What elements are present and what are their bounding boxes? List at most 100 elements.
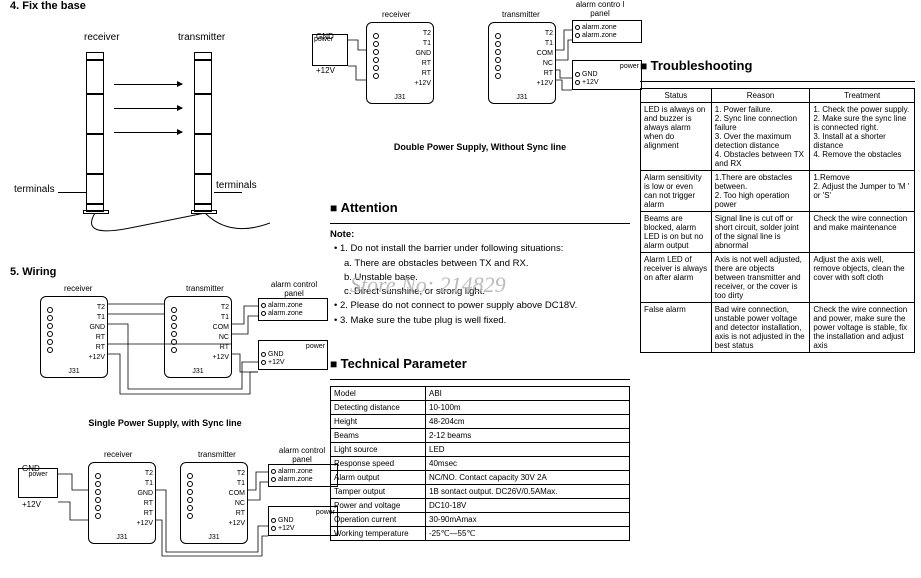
receiver-label: receiver xyxy=(84,32,120,43)
table-row: False alarmBad wire connection, unstable… xyxy=(641,303,915,353)
cell: NC/NO. Contact capacity 30V 2A xyxy=(426,470,630,484)
att-l3: 3. Make sure the tube plug is well fixed… xyxy=(340,315,506,326)
cell: Tamper output xyxy=(331,484,426,498)
wires xyxy=(10,294,330,404)
cell: 30-90mAmax xyxy=(426,512,630,526)
cable-curve xyxy=(70,213,270,243)
cell: Model xyxy=(331,386,426,400)
terminal-line xyxy=(58,192,86,193)
att-l2: 2. Please do not connect to power supply… xyxy=(340,300,577,311)
cell: Light source xyxy=(331,442,426,456)
fix-base-diagram: receiver transmitter terminals terminals xyxy=(10,18,320,238)
cell: Bad wire connection, unstable power volt… xyxy=(711,303,810,353)
cell: Check the wire connection and power, mak… xyxy=(810,303,915,353)
rx-label: receiver xyxy=(104,450,132,459)
cell: Operation current xyxy=(331,512,426,526)
cell: Height xyxy=(331,414,426,428)
wires3 xyxy=(10,460,340,560)
table-row: Alarm outputNC/NO. Contact capacity 30V … xyxy=(331,470,630,484)
cell: 1.There are obstacles between. 2. Too hi… xyxy=(711,171,810,212)
cell: Alarm sensitivity is low or even can not… xyxy=(641,171,712,212)
section4-title: 4. Fix the base xyxy=(10,0,320,12)
cell: Beams are blocked, alarm LED is on but n… xyxy=(641,212,712,253)
cell: Detecting distance xyxy=(331,400,426,414)
mid-column: receiver transmitter alarm contro l pane… xyxy=(330,0,630,541)
cell: ABI xyxy=(426,386,630,400)
rule xyxy=(330,223,630,224)
beam-arrow xyxy=(114,108,182,109)
terminals-label-l: terminals xyxy=(14,184,55,195)
terminal-line xyxy=(214,192,242,193)
diag2-caption: Double Power Supply, Without Sync line xyxy=(330,142,630,152)
cell: Signal line is cut off or short circuit,… xyxy=(711,212,810,253)
att-l1: 1. Do not install the barrier under foll… xyxy=(340,243,563,254)
cell: LED xyxy=(426,442,630,456)
table-row: Power and voltageDC10-18V xyxy=(331,498,630,512)
right-column: Troubleshooting StatusReasonTreatment LE… xyxy=(640,0,915,353)
cell: Alarm LED of receiver is always on after… xyxy=(641,253,712,303)
cell: 1.Remove 2. Adjust the Jumper to 'M ' or… xyxy=(810,171,915,212)
table-row: Tamper output1B sontact output. DC26V/0.… xyxy=(331,484,630,498)
cell: 48-204cm xyxy=(426,414,630,428)
rx-label: receiver xyxy=(64,284,92,293)
table-row: Detecting distance10-100m xyxy=(331,400,630,414)
attention-body: Note: • 1. Do not install the barrier un… xyxy=(330,228,630,328)
left-column: 4. Fix the base receiver transmitter ter… xyxy=(10,0,320,565)
table-row: ModelABI xyxy=(331,386,630,400)
cell: -25℃—55℃ xyxy=(426,526,630,540)
cell: Power and voltage xyxy=(331,498,426,512)
table-row: Operation current30-90mAmax xyxy=(331,512,630,526)
receiver-tube xyxy=(86,52,104,212)
tx-label: transmitter xyxy=(186,284,224,293)
table-row: Beams are blocked, alarm LED is on but n… xyxy=(641,212,915,253)
cell: Beams xyxy=(331,428,426,442)
tech-heading: Technical Parameter xyxy=(330,354,630,373)
cell: Response speed xyxy=(331,456,426,470)
table-row: Alarm LED of receiver is always on after… xyxy=(641,253,915,303)
col-header: Treatment xyxy=(810,89,915,103)
trouble-table: StatusReasonTreatment LED is always on a… xyxy=(640,88,915,353)
col-header: Reason xyxy=(711,89,810,103)
rx-label: receiver xyxy=(382,10,410,19)
beam-arrow xyxy=(114,84,182,85)
wiring-diagram-1: receiver transmitter alarm control panel… xyxy=(10,284,320,414)
table-row: Light sourceLED xyxy=(331,442,630,456)
cell: 1. Power failure. 2. Sync line connectio… xyxy=(711,103,810,171)
wiring-diagram-3: receiver transmitter alarm control panel… xyxy=(10,450,320,565)
rule xyxy=(330,379,630,380)
attention-heading: Attention xyxy=(330,198,630,217)
wires2 xyxy=(310,20,630,130)
cell: 40msec xyxy=(426,456,630,470)
cell: 10-100m xyxy=(426,400,630,414)
wiring-diagram-2: receiver transmitter alarm contro l pane… xyxy=(330,10,630,140)
transmitter-tube xyxy=(194,52,212,212)
att-l1b: b. Unstable base. xyxy=(334,271,630,285)
trouble-heading: Troubleshooting xyxy=(640,56,915,75)
table-row: LED is always on and buzzer is always al… xyxy=(641,103,915,171)
cell: Check the wire connection and make maint… xyxy=(810,212,915,253)
cell: Adjust the axis well, remove objects, cl… xyxy=(810,253,915,303)
terminals-label-r: terminals xyxy=(216,180,257,191)
table-row: Response speed40msec xyxy=(331,456,630,470)
att-l1c: c. Direct sunshine, or strong light. xyxy=(334,285,630,299)
cell: LED is always on and buzzer is always al… xyxy=(641,103,712,171)
cell: Axis is not well adjusted, there are obj… xyxy=(711,253,810,303)
cell: 2-12 beams xyxy=(426,428,630,442)
cell: DC10-18V xyxy=(426,498,630,512)
col-header: Status xyxy=(641,89,712,103)
section5-title: 5. Wiring xyxy=(10,266,320,278)
panel-label: alarm contro l panel xyxy=(570,0,630,18)
tech-table: ModelABIDetecting distance10-100mHeight4… xyxy=(330,386,630,541)
rule xyxy=(640,81,915,82)
diag1-caption: Single Power Supply, with Sync line xyxy=(10,418,320,428)
cell: Working temperature xyxy=(331,526,426,540)
table-row: Working temperature-25℃—55℃ xyxy=(331,526,630,540)
cell: False alarm xyxy=(641,303,712,353)
table-row: Height48-204cm xyxy=(331,414,630,428)
transmitter-label: transmitter xyxy=(178,32,225,43)
tx-label: transmitter xyxy=(502,10,540,19)
beam-arrow xyxy=(114,132,182,133)
table-row: Beams2-12 beams xyxy=(331,428,630,442)
att-l1a: a. There are obstacles between TX and RX… xyxy=(334,257,630,271)
cell: Alarm output xyxy=(331,470,426,484)
